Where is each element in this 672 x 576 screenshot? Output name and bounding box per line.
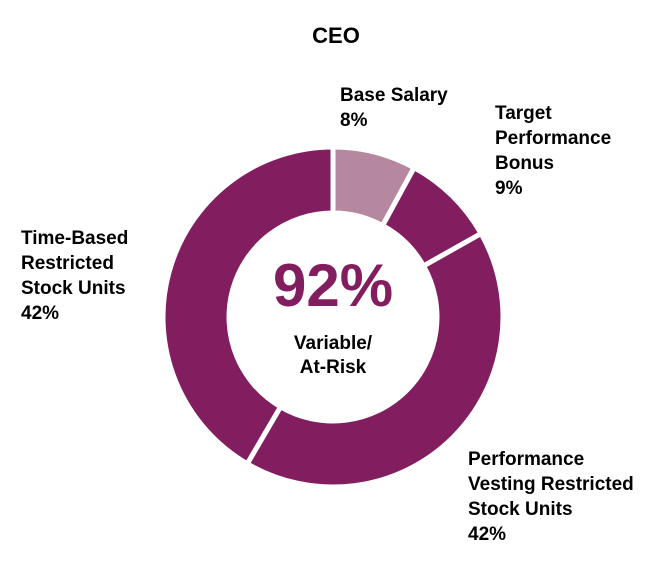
center-caption-line: At-Risk (299, 357, 367, 378)
slice-label-value: 8% (340, 110, 368, 131)
slice-label-name: Target (495, 103, 552, 124)
chart-title: CEO (312, 23, 360, 48)
slice-label-name: Vesting Restricted (468, 474, 634, 495)
slice-label-performance-vesting-rsu: Performance Vesting Restricted Stock Uni… (468, 447, 634, 547)
slice-label-time-based-rsu: Time-Based Restricted Stock Units 42% (21, 226, 128, 326)
slice-label-value: 42% (21, 303, 60, 324)
slice-label-name: Stock Units (21, 278, 126, 299)
slice-label-base-salary: Base Salary 8% (340, 83, 448, 133)
center-caption-line: Variable/ (293, 333, 373, 354)
center-value: 92% (272, 252, 394, 319)
slice-label-target-performance-bonus: Target Performance Bonus 9% (495, 101, 611, 201)
center-caption: Variable/ At-Risk (233, 332, 433, 380)
slice-label-name: Bonus (495, 153, 555, 174)
slice-label-name: Base Salary (340, 85, 448, 106)
slice-label-name: Performance (468, 449, 585, 470)
slice-label-name: Restricted (21, 253, 114, 274)
slice-label-value: 9% (495, 178, 523, 199)
slice-label-name: Time-Based (21, 228, 129, 249)
slice-label-name: Stock Units (468, 499, 573, 520)
slice-performance-vesting-rsu (243, 230, 506, 490)
slice-label-value: 42% (468, 524, 507, 545)
slice-time-based-rsu (160, 144, 336, 468)
slice-label-name: Performance (495, 128, 612, 149)
